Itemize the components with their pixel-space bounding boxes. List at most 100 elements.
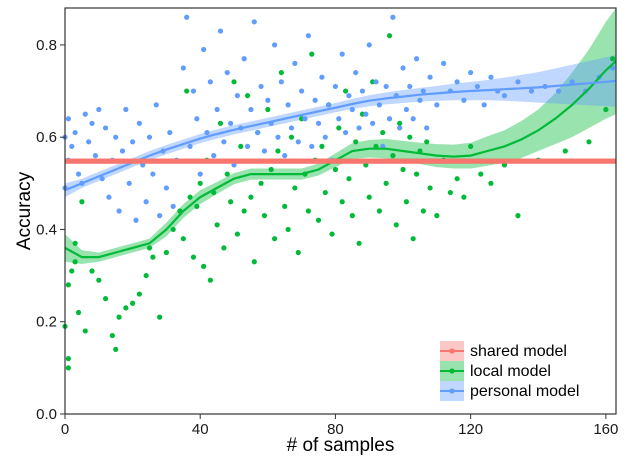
- local-model-point: [69, 268, 75, 274]
- local-model-point: [116, 314, 122, 320]
- personal-model-point: [295, 139, 301, 145]
- personal-model-legend-key-point: [449, 388, 455, 394]
- local-model-point: [461, 194, 467, 200]
- personal-model-point: [207, 79, 213, 85]
- personal-model-point: [221, 139, 227, 145]
- local-model-point: [586, 139, 592, 145]
- local-model-point: [258, 180, 264, 186]
- local-model-point: [82, 328, 88, 334]
- personal-model-point: [255, 129, 261, 136]
- personal-model-point: [204, 129, 210, 136]
- personal-model-point: [113, 134, 119, 140]
- local-model-point: [468, 143, 474, 150]
- personal-model-point: [555, 88, 562, 94]
- local-model-point: [413, 171, 420, 177]
- local-model-point: [339, 199, 345, 205]
- local-model-point: [424, 139, 430, 145]
- personal-model-point: [332, 83, 339, 90]
- personal-model-point: [349, 106, 355, 113]
- personal-model-point: [69, 143, 75, 150]
- local-model-point: [295, 249, 301, 256]
- local-model-point: [217, 120, 224, 126]
- personal-model-point: [197, 171, 203, 177]
- personal-model-legend-label: personal model: [470, 383, 579, 400]
- personal-model-point: [319, 74, 325, 80]
- local-model-point: [447, 189, 453, 196]
- personal-model-point: [217, 28, 224, 34]
- local-model-point: [305, 208, 311, 214]
- y-tick-label: 0.4: [36, 221, 57, 238]
- local-model-point: [288, 134, 295, 140]
- local-model-point: [228, 199, 234, 205]
- personal-model-point: [386, 116, 393, 122]
- local-model-point: [268, 166, 274, 173]
- personal-model-point: [170, 203, 176, 209]
- personal-model-point: [234, 93, 240, 99]
- legend: shared model local model personal model: [440, 341, 579, 401]
- local-model-point: [190, 254, 197, 260]
- personal-model-point: [474, 83, 481, 90]
- local-model-point: [221, 245, 227, 251]
- personal-model-point: [407, 83, 413, 90]
- y-tick-label: 0.8: [36, 37, 57, 54]
- personal-model-point: [468, 69, 474, 76]
- local-model-point: [562, 148, 568, 154]
- personal-model-point: [353, 69, 359, 76]
- personal-model-point: [96, 106, 102, 113]
- local-model-point: [478, 171, 484, 177]
- x-axis-title: # of samples: [287, 435, 395, 456]
- personal-model-point: [376, 102, 382, 108]
- personal-model-point: [143, 199, 149, 205]
- local-model-point: [244, 93, 251, 99]
- data-points: [62, 14, 616, 371]
- personal-model-point: [417, 97, 423, 103]
- personal-model-point: [133, 217, 139, 223]
- local-model-point: [271, 236, 278, 242]
- personal-model-point: [82, 111, 88, 117]
- local-model-point: [349, 213, 355, 219]
- local-model-point: [96, 277, 102, 283]
- local-model-point: [184, 88, 190, 94]
- personal-model-point: [86, 139, 92, 145]
- local-model-point: [238, 143, 244, 150]
- local-model-point: [231, 79, 237, 85]
- local-model-point: [393, 222, 399, 228]
- personal-model-point: [258, 83, 264, 90]
- local-model-point: [329, 231, 335, 237]
- local-model-point: [180, 236, 186, 242]
- local-model-point: [434, 213, 440, 219]
- local-model-point: [197, 180, 203, 186]
- local-model-point: [386, 33, 393, 39]
- personal-model-point: [339, 51, 345, 57]
- local-model-point: [157, 314, 163, 320]
- local-model-point: [261, 213, 268, 219]
- personal-model-point: [271, 42, 278, 48]
- personal-model-point: [190, 88, 197, 94]
- local-model-legend-key-point: [449, 368, 455, 374]
- shared-model-legend-label: shared model: [470, 343, 567, 360]
- local-model-point: [403, 199, 410, 205]
- personal-model-point: [322, 134, 328, 140]
- personal-model-point: [130, 139, 136, 145]
- local-model-point: [346, 176, 352, 182]
- local-model-point: [292, 185, 298, 191]
- local-model-point: [65, 282, 71, 288]
- local-model-point: [251, 259, 257, 265]
- local-model-point: [130, 300, 136, 306]
- personal-model-point: [251, 19, 257, 25]
- local-model-point: [65, 356, 71, 362]
- y-tick-label: 0.0: [36, 406, 57, 423]
- personal-model-point: [75, 171, 82, 177]
- personal-model-point: [146, 134, 153, 140]
- local-model-smooth-line: [64, 60, 617, 259]
- local-model-point: [72, 259, 78, 265]
- personal-model-point: [167, 129, 173, 136]
- local-model-point: [336, 125, 342, 131]
- local-model-point: [488, 180, 494, 186]
- personal-model-point: [342, 129, 349, 136]
- personal-model-point: [65, 116, 71, 122]
- personal-model-point: [285, 102, 291, 108]
- local-model-point: [397, 120, 403, 126]
- personal-model-point: [400, 65, 406, 71]
- local-model-point: [342, 88, 349, 94]
